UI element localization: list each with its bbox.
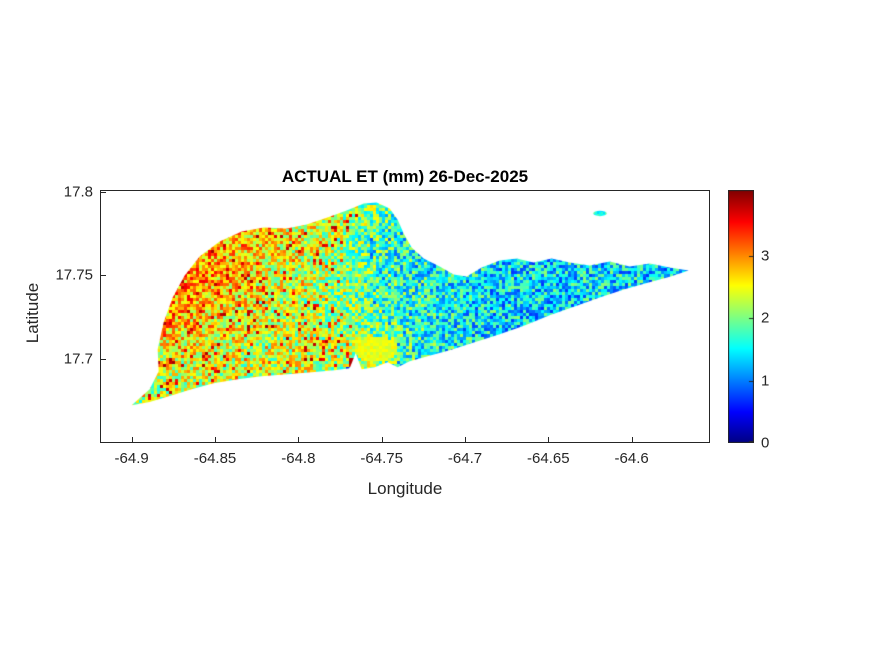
colorbar-tick-label: 0 — [761, 434, 770, 452]
colorbar-tick-label: 3 — [761, 247, 770, 265]
colorbar-tick-label: 1 — [761, 372, 770, 390]
axes-box — [100, 190, 710, 443]
chart-title: ACTUAL ET (mm) 26-Dec-2025 — [281, 167, 529, 186]
x-tick-label: -64.9 — [114, 450, 149, 467]
x-tick-label: -64.8 — [281, 450, 316, 467]
x-tick-label: -64.65 — [527, 450, 570, 467]
y-tick-label: 17.7 — [63, 350, 93, 368]
x-tick-label: -64.7 — [447, 450, 483, 467]
y-tick-label: 17.75 — [55, 266, 93, 284]
x-tick-label: -64.85 — [193, 450, 237, 467]
et-map-canvas — [100, 190, 710, 443]
y-axis-label: Latitude — [23, 282, 42, 344]
x-axis-label: Longitude — [367, 479, 443, 498]
colorbar-gradient — [728, 190, 754, 443]
axes-frame — [100, 190, 710, 443]
x-tick-label: -64.75 — [360, 450, 403, 467]
colorbar-tick-label: 2 — [761, 309, 770, 327]
x-tick-label: -64.6 — [614, 450, 649, 467]
y-tick-label: 17.8 — [63, 183, 93, 201]
